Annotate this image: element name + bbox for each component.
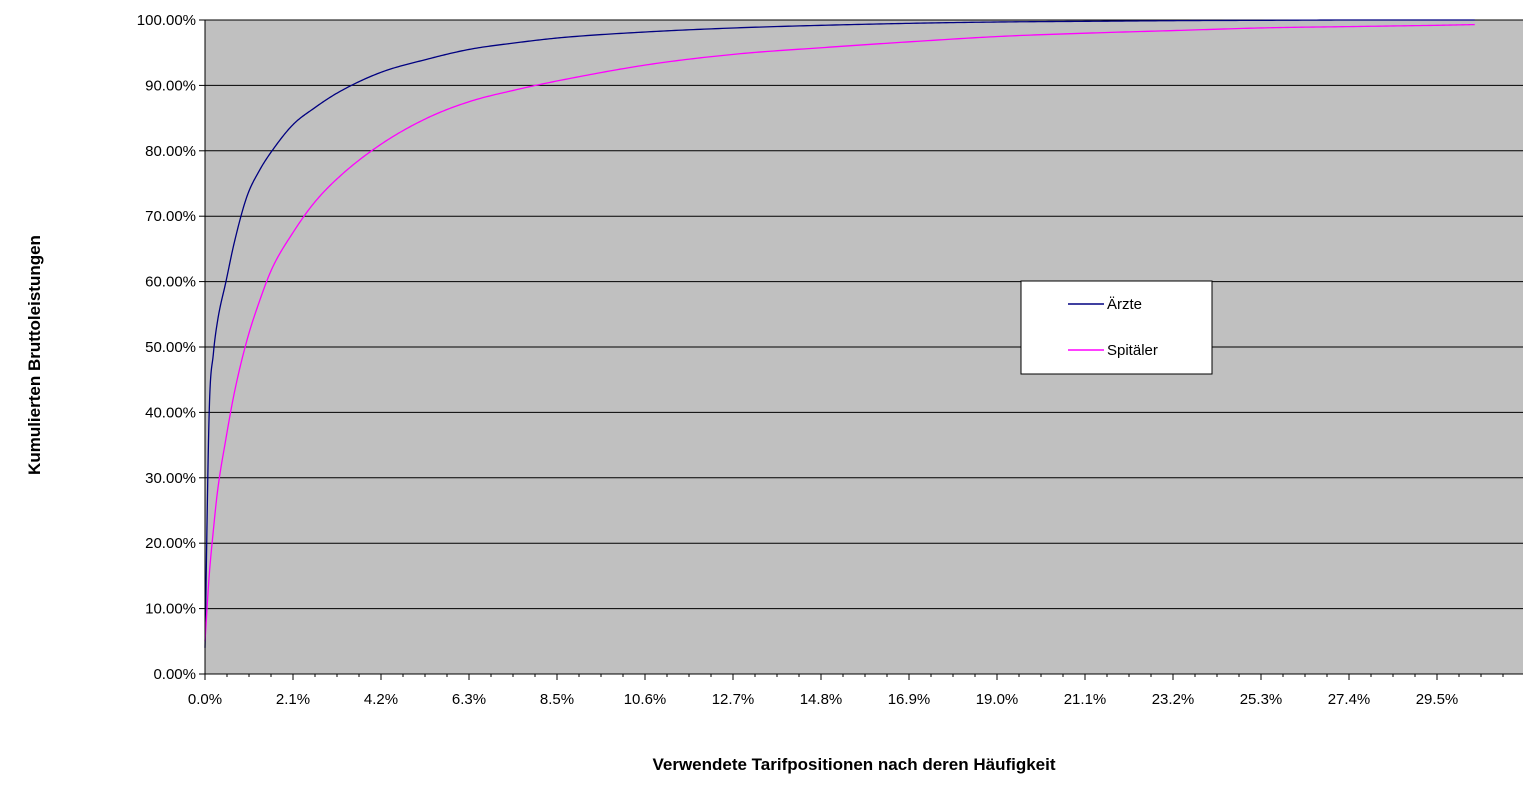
x-tick-label: 21.1% <box>1064 691 1107 708</box>
y-tick-label: 80.00% <box>145 143 196 160</box>
y-tick-label: 50.00% <box>145 339 196 356</box>
series-line-spitaeler <box>204 23 1475 642</box>
x-tick-label: 12.7% <box>712 691 755 708</box>
series-layer <box>204 19 1475 648</box>
y-tick-label: 30.00% <box>145 470 196 487</box>
x-tick-label: 27.4% <box>1328 691 1371 708</box>
x-tick-label: 25.3% <box>1240 691 1283 708</box>
x-tick-label: 19.0% <box>976 691 1019 708</box>
x-tick-label: 0.0% <box>188 691 222 708</box>
y-tick-label: 70.00% <box>145 208 196 225</box>
legend-label-aerzte: Ärzte <box>1107 296 1142 313</box>
x-tick-label: 6.3% <box>452 691 486 708</box>
x-tick-label: 29.5% <box>1416 691 1459 708</box>
legend-label-spitaeler: Spitäler <box>1107 342 1158 359</box>
x-tick-label: 23.2% <box>1152 691 1195 708</box>
y-tick-label: 100.00% <box>137 12 196 29</box>
y-tick-label: 10.00% <box>145 601 196 618</box>
legend: Ärzte Spitäler <box>1020 280 1213 375</box>
y-tick-label: 40.00% <box>145 404 196 421</box>
y-tick-label: 60.00% <box>145 274 196 291</box>
legend-box <box>1020 280 1213 375</box>
x-tick-label: 16.9% <box>888 691 931 708</box>
x-tick-label: 14.8% <box>800 691 843 708</box>
x-axis-ticks: 0.0% 2.1% 4.2% 6.3% 8.5% 10.6% 12.7% 14.8% 16.9%… <box>188 674 1504 708</box>
y-tick-label: 20.00% <box>145 535 196 552</box>
x-axis-title: Verwendete Tarifpositionen nach deren Hä… <box>652 755 1055 774</box>
y-tick-label: 90.00% <box>145 77 196 94</box>
y-tick-label: 0.00% <box>153 666 196 683</box>
x-tick-label: 8.5% <box>540 691 574 708</box>
x-tick-label: 4.2% <box>364 691 398 708</box>
x-tick-label: 2.1% <box>276 691 310 708</box>
y-axis-title: Kumulierten Bruttoleistungen <box>25 235 44 475</box>
series-line-aerzte <box>204 19 1475 648</box>
x-tick-label: 10.6% <box>624 691 667 708</box>
y-axis-ticks: 0.00% 10.00% 20.00% 30.00% 40.00% 50.00% 60.00… <box>137 12 205 683</box>
